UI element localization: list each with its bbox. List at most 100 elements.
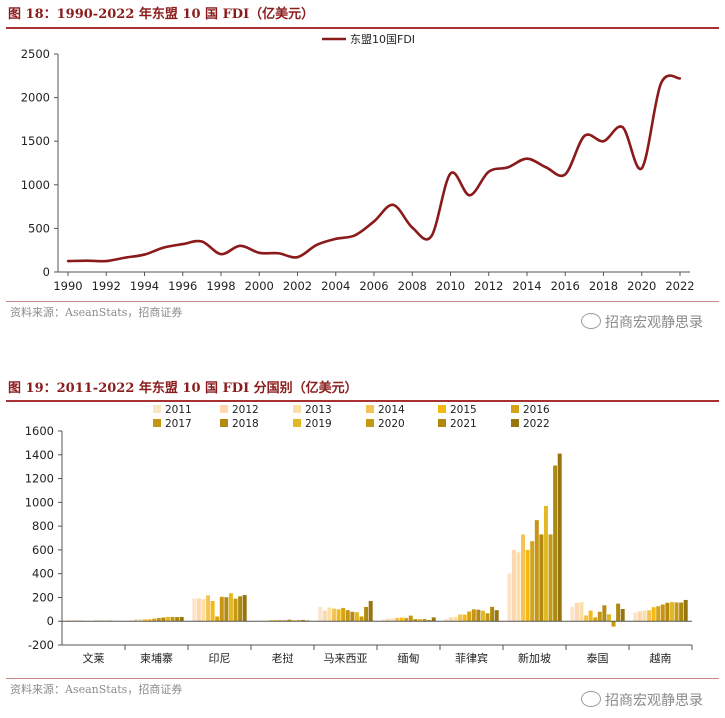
- bar-5-2020: [359, 616, 364, 622]
- bar-9-2013: [579, 602, 584, 622]
- bar-10-2011: [633, 612, 638, 622]
- data-point-1990: [66, 259, 70, 263]
- legend-label: 2018: [232, 418, 259, 430]
- legend-label: 东盟10国FDI: [350, 33, 415, 46]
- figure-19-watermark-text: 招商宏观静思录: [605, 693, 703, 709]
- bar-2-2012: [133, 619, 138, 622]
- figure-18-watermark: 招商宏观静思录: [581, 312, 703, 332]
- data-point-1995: [162, 246, 165, 249]
- figure-18-watermark-text: 招商宏观静思录: [605, 315, 703, 331]
- category-label: 柬埔寨: [140, 651, 173, 665]
- data-point-2022: [678, 77, 682, 80]
- figure-19-watermark: 招商宏观静思录: [581, 690, 703, 710]
- bar-4-2015: [273, 620, 278, 622]
- data-point-2002: [296, 255, 299, 259]
- bar-7-2017: [471, 609, 476, 622]
- category-label: 缅甸: [398, 651, 420, 665]
- bar-2-2011: [129, 620, 134, 622]
- bar-6-2014: [395, 617, 400, 622]
- bar-8-2014: [521, 534, 526, 622]
- y-tick-label: 1200: [25, 472, 54, 486]
- bar-4-2018: [287, 619, 292, 622]
- bar-7-2011: [444, 618, 449, 622]
- bar-2-2020: [170, 616, 175, 622]
- legend-swatch-2015: [438, 405, 446, 413]
- bar-5-2012: [322, 610, 327, 622]
- category-label: 菲律宾: [455, 651, 488, 665]
- data-point-2019: [621, 126, 624, 129]
- figure-19-source: 资料来源：AseanStats，招商证券: [10, 683, 183, 696]
- bar-9-2017: [597, 611, 602, 622]
- x-tick-label: 2018: [589, 279, 618, 293]
- y-tick-label: 2500: [21, 47, 50, 61]
- bar-8-2020: [548, 534, 553, 622]
- data-point-2018: [602, 140, 605, 143]
- legend-label: 2011: [165, 404, 192, 416]
- bar-8-2011: [507, 573, 512, 622]
- bar-3-2012: [196, 598, 201, 622]
- data-point-2006: [372, 220, 376, 223]
- bar-4-2021: [301, 619, 306, 622]
- legend-label: 2020: [378, 418, 405, 430]
- category-label: 老挝: [272, 651, 294, 665]
- bar-3-2013: [201, 599, 206, 622]
- bar-3-2021: [238, 596, 243, 622]
- data-point-2012: [487, 170, 490, 173]
- bar-3-2018: [224, 597, 229, 622]
- bar-6-2011: [381, 619, 386, 622]
- bar-8-2019: [543, 505, 548, 622]
- data-point-1994: [143, 253, 146, 256]
- bar-9-2021: [616, 603, 621, 622]
- x-tick-label: 2014: [512, 279, 541, 293]
- legend-label: 2017: [165, 418, 192, 430]
- y-tick-label: 0: [47, 614, 54, 628]
- legend-swatch-2014: [366, 405, 374, 413]
- bar-10-2014: [647, 610, 652, 622]
- y-tick-label: 600: [32, 543, 54, 557]
- figure-18-source: 资料来源：AseanStats，招商证券: [10, 306, 183, 319]
- x-tick-label: 2016: [551, 279, 580, 293]
- bar-6-2020: [422, 618, 427, 622]
- bar-6-2018: [413, 619, 418, 622]
- bar-8-2016: [530, 541, 535, 622]
- bar-6-2022: [431, 617, 436, 622]
- legend-label: 2019: [305, 418, 332, 430]
- bar-10-2018: [665, 602, 670, 622]
- bar-2-2022: [179, 616, 184, 622]
- bar-4-2016: [278, 620, 283, 622]
- y-tick-label: 2000: [21, 91, 50, 105]
- data-point-2004: [334, 237, 337, 241]
- data-point-2020: [640, 167, 643, 170]
- data-point-2001: [277, 252, 280, 255]
- data-point-1991: [85, 259, 89, 262]
- bar-3-2011: [192, 598, 197, 622]
- bar-9-2016: [593, 617, 598, 622]
- legend-swatch-2020: [366, 419, 374, 427]
- x-tick-label: 2000: [245, 279, 274, 293]
- category-label: 泰国: [587, 651, 609, 665]
- bar-2-2017: [156, 618, 161, 622]
- bar-5-2017: [345, 610, 350, 622]
- data-point-2011: [468, 194, 471, 197]
- bar-3-2016: [215, 616, 220, 622]
- bar-5-2015: [336, 609, 341, 622]
- legend-swatch-2017: [153, 419, 161, 427]
- bar-7-2012: [448, 617, 453, 622]
- x-tick-label: 1994: [130, 279, 159, 293]
- data-point-2016: [564, 173, 567, 176]
- data-point-2021: [659, 82, 663, 85]
- x-tick-label: 1990: [53, 279, 82, 293]
- bar-1-2013: [75, 620, 80, 622]
- bar-8-2018: [539, 534, 544, 622]
- bar-1-2011: [66, 619, 71, 622]
- x-tick-label: 2020: [627, 279, 656, 293]
- data-point-2005: [353, 234, 357, 237]
- bar-2-2015: [147, 619, 152, 622]
- data-point-2007: [391, 203, 395, 207]
- bar-9-2018: [602, 605, 607, 622]
- figure-19-title: 图 19：2011-2022 年东盟 10 国 FDI 分国别（亿美元）: [8, 381, 358, 396]
- bar-3-2020: [233, 598, 238, 622]
- y-tick-label: 1600: [25, 424, 54, 438]
- y-tick-label: 500: [28, 221, 50, 235]
- legend-swatch-2018: [220, 419, 228, 427]
